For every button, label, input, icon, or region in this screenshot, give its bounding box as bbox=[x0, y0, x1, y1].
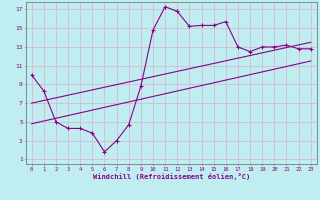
X-axis label: Windchill (Refroidissement éolien,°C): Windchill (Refroidissement éolien,°C) bbox=[92, 173, 250, 180]
